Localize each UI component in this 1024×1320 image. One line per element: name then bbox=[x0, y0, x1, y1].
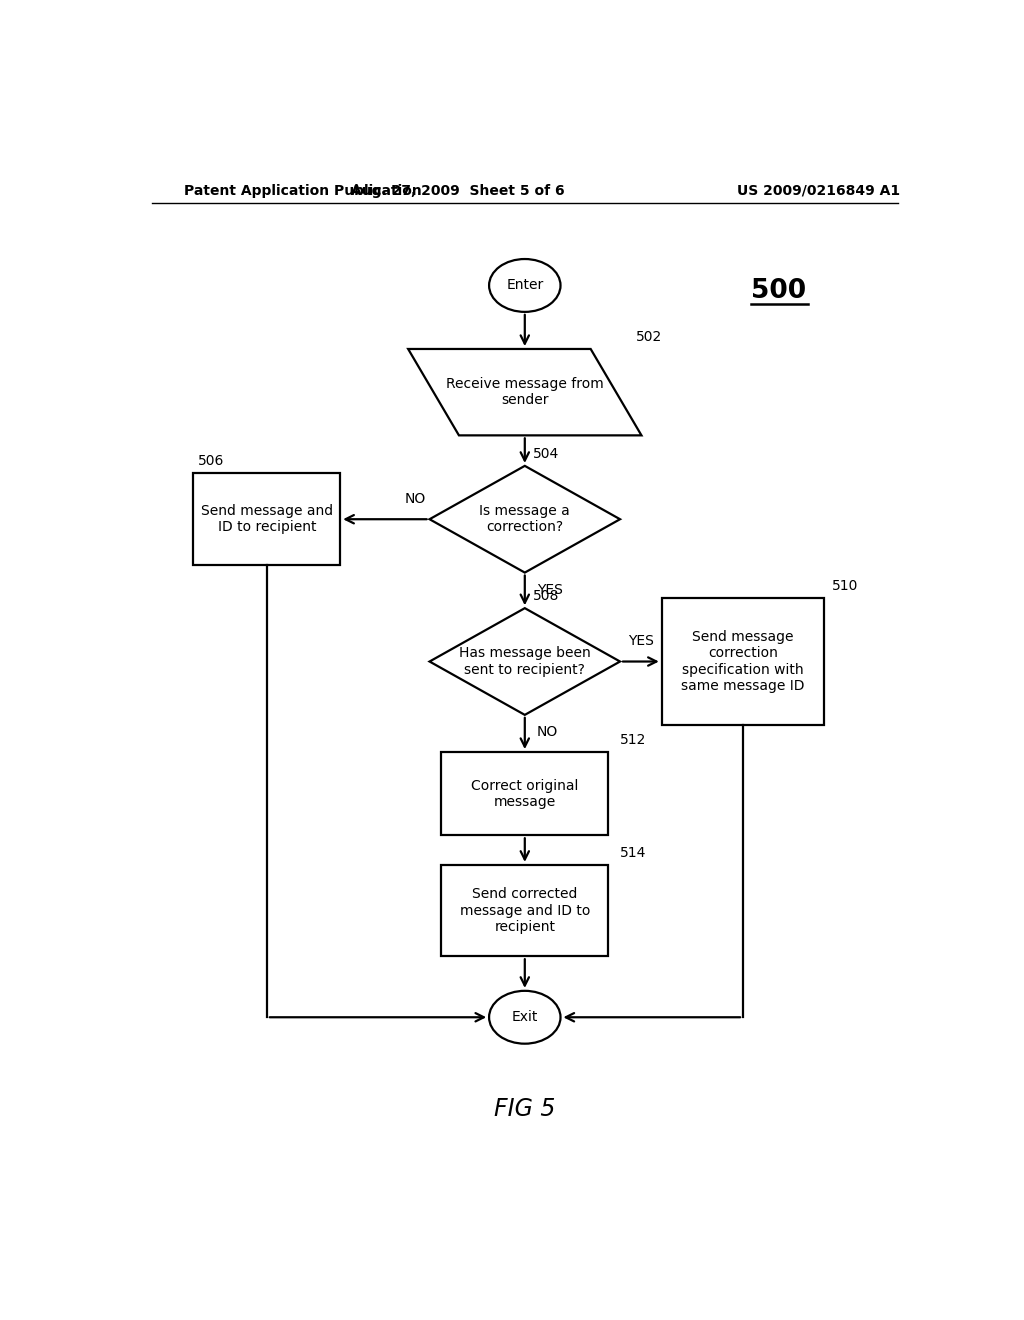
Text: 508: 508 bbox=[532, 589, 559, 603]
Text: 504: 504 bbox=[532, 446, 559, 461]
Text: 502: 502 bbox=[636, 330, 663, 345]
Text: US 2009/0216849 A1: US 2009/0216849 A1 bbox=[737, 183, 900, 198]
Text: YES: YES bbox=[628, 634, 654, 648]
Bar bbox=[662, 598, 824, 725]
Text: Enter: Enter bbox=[506, 279, 544, 293]
Text: YES: YES bbox=[537, 583, 562, 597]
Text: Aug. 27, 2009  Sheet 5 of 6: Aug. 27, 2009 Sheet 5 of 6 bbox=[350, 183, 564, 198]
Text: Has message been
sent to recipient?: Has message been sent to recipient? bbox=[459, 647, 591, 677]
Text: 512: 512 bbox=[620, 733, 646, 747]
Text: Send message and
ID to recipient: Send message and ID to recipient bbox=[201, 504, 333, 535]
Bar bbox=[194, 474, 340, 565]
Text: 510: 510 bbox=[833, 579, 859, 593]
Text: Exit: Exit bbox=[512, 1010, 538, 1024]
Bar bbox=[441, 865, 608, 956]
Text: Patent Application Publication: Patent Application Publication bbox=[183, 183, 421, 198]
Text: Correct original
message: Correct original message bbox=[471, 779, 579, 809]
Text: Is message a
correction?: Is message a correction? bbox=[479, 504, 570, 535]
Text: NO: NO bbox=[404, 492, 426, 506]
Text: Send message
correction
specification with
same message ID: Send message correction specification wi… bbox=[681, 630, 805, 693]
Text: Receive message from
sender: Receive message from sender bbox=[445, 378, 604, 408]
Text: FIG 5: FIG 5 bbox=[495, 1097, 555, 1121]
Bar bbox=[441, 752, 608, 836]
Text: NO: NO bbox=[537, 725, 558, 739]
Text: 506: 506 bbox=[198, 454, 224, 469]
Text: 514: 514 bbox=[620, 846, 646, 859]
Text: 500: 500 bbox=[752, 277, 806, 304]
Text: Send corrected
message and ID to
recipient: Send corrected message and ID to recipie… bbox=[460, 887, 590, 933]
